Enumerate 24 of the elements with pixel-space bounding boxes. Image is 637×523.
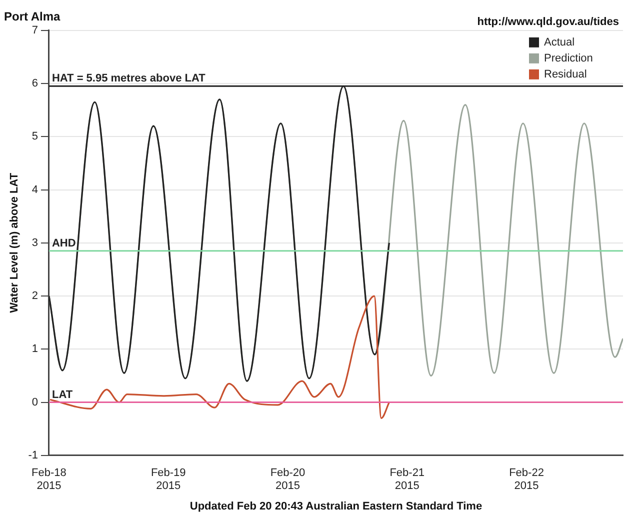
y-tick-label: 1 — [32, 343, 38, 356]
y-tick-label: 3 — [32, 236, 38, 249]
x-tick-label: Feb-18 2015 — [32, 467, 66, 492]
y-axis-title: Water Level (m) above LAT — [8, 172, 21, 313]
y-tick-label: 7 — [32, 24, 38, 36]
legend-label: Actual — [544, 36, 575, 48]
ref-line-label: HAT = 5.95 metres above LAT — [52, 72, 206, 85]
x-tick-label: Feb-20 2015 — [270, 467, 306, 492]
y-tick-label: 0 — [32, 396, 38, 408]
legend-label: Prediction — [544, 52, 593, 64]
text: http://www.qld.gov.au/tides — [477, 16, 619, 28]
ref-line-label: AHD — [52, 237, 76, 250]
y-tick-label: 2 — [32, 290, 38, 302]
x-tick-label: Feb-21 2015 — [390, 467, 425, 492]
y-tick-label: 6 — [32, 78, 38, 90]
y-tick-label: -1 — [28, 449, 38, 462]
y-tick-label: 5 — [32, 130, 38, 143]
x-axis-title: Updated Feb 20 20:43 Australian Eastern Standard Time — [190, 500, 482, 512]
legend-label: Residual — [544, 68, 587, 80]
x-tick-label: Feb-19 2015 — [150, 467, 186, 492]
x-tick-label: Feb-22 2015 — [509, 467, 544, 492]
chart-title: Port Alma — [4, 10, 61, 24]
y-tick-label: 4 — [32, 184, 38, 196]
ref-line-label: LAT — [52, 388, 73, 401]
